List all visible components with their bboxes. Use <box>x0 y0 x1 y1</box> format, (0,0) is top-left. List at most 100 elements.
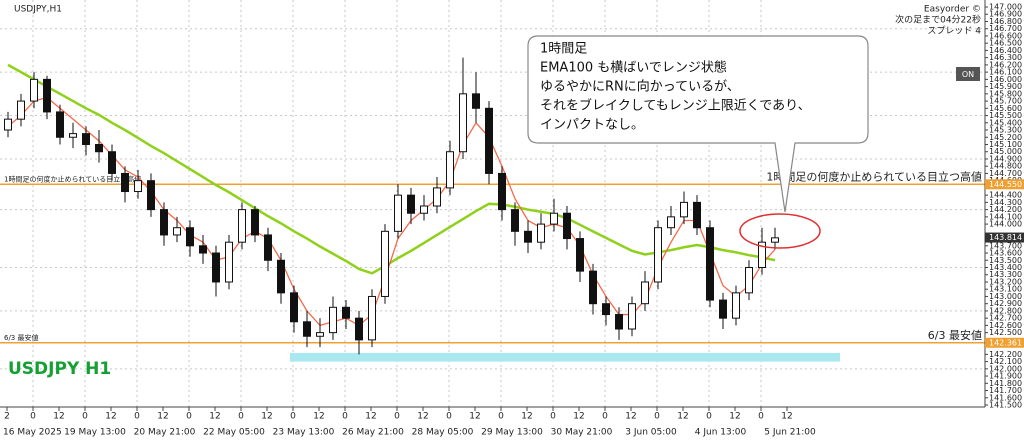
y-tick-label: 141.500 <box>989 401 1022 410</box>
levels: 1時間足の何度か止められている目立つ高値 1時間足の何度か止められている目立つ高値… <box>0 169 985 362</box>
x-hour-label: 12 <box>469 412 480 422</box>
current-price-box <box>985 232 1024 243</box>
support-zone <box>290 352 840 362</box>
x-hour-label: 12 <box>625 412 636 422</box>
y-tick-label: 145.300 <box>989 126 1022 135</box>
callout-line: インパクトなし。 <box>540 118 644 133</box>
candle-body <box>277 259 285 294</box>
y-tick-label: 145.800 <box>989 89 1022 98</box>
x-date-label: 23 May 13:00 <box>273 428 335 438</box>
candle-body <box>108 151 116 174</box>
candles <box>4 57 779 355</box>
current-price-label: 143.814 <box>989 233 1022 242</box>
y-tick-label: 145.600 <box>989 104 1022 113</box>
x-hour-label: 12 <box>53 412 64 422</box>
on-button[interactable] <box>956 67 980 81</box>
level-label-right: 1時間足の何度か止められている目立つ高値 <box>766 169 982 183</box>
y-tick-label: 141.700 <box>989 386 1022 395</box>
candle-body <box>303 321 311 337</box>
candle-body <box>394 194 402 232</box>
x-date-label: 5 Jun 21:00 <box>764 428 816 438</box>
candle-body <box>472 93 480 109</box>
y-tick-label: 144.200 <box>989 205 1022 214</box>
y-tick-label: 144.000 <box>989 220 1022 229</box>
candle-body <box>420 205 428 214</box>
y-tick-label: 141.600 <box>989 393 1022 402</box>
x-date-label: 28 May 05:00 <box>412 428 474 438</box>
y-tick-label: 146.800 <box>989 17 1022 26</box>
x-date-label: 4 Jun 13:00 <box>695 428 747 438</box>
y-tick-label: 142.700 <box>989 314 1022 323</box>
axes: 147.000146.900146.800146.700146.600146.5… <box>3 3 1024 438</box>
level-label-right: 6/3 最安値 <box>928 328 982 342</box>
y-tick-label: 141.800 <box>989 379 1022 388</box>
y-tick-label: 146.300 <box>989 53 1022 62</box>
y-tick-label: 145.900 <box>989 82 1022 91</box>
candle-body <box>576 238 584 272</box>
y-tick-label: 144.100 <box>989 212 1022 221</box>
callout-line: ゆるやかにRNに向かっているが、 <box>540 79 740 95</box>
candle-body <box>550 212 558 225</box>
candle-body <box>329 306 337 334</box>
candle-body <box>251 209 259 236</box>
candle-body <box>368 295 376 341</box>
y-tick-label: 142.900 <box>989 299 1022 308</box>
candle-body <box>511 209 519 232</box>
x-hour-label: 12 <box>105 412 116 422</box>
on-button-label[interactable]: ON <box>962 70 974 79</box>
y-tick-label: 146.400 <box>989 46 1022 55</box>
candle-body <box>173 227 181 236</box>
info-line: 次の足まで04分22秒 <box>895 14 981 26</box>
y-tick-label: 146.200 <box>989 60 1022 69</box>
callout-line: 1時間足 <box>540 42 587 57</box>
candle-body <box>719 299 727 319</box>
watermark: USDJPY H1 <box>8 359 111 379</box>
y-tick-label: 143.500 <box>989 256 1022 265</box>
candle-body <box>732 292 740 319</box>
candle-body <box>602 303 610 316</box>
candle-body <box>563 212 571 240</box>
x-date-label: 20 May 21:00 <box>134 428 196 438</box>
candle-body <box>654 227 662 283</box>
x-hour-label: 0 <box>602 412 608 422</box>
candle-body <box>706 227 714 301</box>
x-hour-label: 0 <box>238 412 244 422</box>
candle-body <box>82 133 90 145</box>
y-tick-label: 146.900 <box>989 10 1022 19</box>
x-hour-label: 0 <box>654 412 660 422</box>
candle-body <box>524 230 532 243</box>
x-hour-label: 12 <box>209 412 220 422</box>
callout-line: それをブレイクしてもレンジ上限近くであり、 <box>540 98 811 114</box>
candle-body <box>498 172 506 211</box>
y-tick-label: 146.000 <box>989 75 1022 84</box>
candle-body <box>693 201 701 229</box>
candle-body <box>355 317 363 341</box>
level-price-label: 142.361 <box>989 338 1022 347</box>
x-hour-label: 0 <box>30 412 36 422</box>
x-hour-label: 0 <box>134 412 140 422</box>
y-tick-label: 146.500 <box>989 39 1022 48</box>
x-hour-label: 12 <box>677 412 688 422</box>
chart-title: USDJPY,H1 <box>14 5 62 15</box>
y-tick-label: 143.700 <box>989 241 1022 250</box>
candle-body <box>407 194 415 214</box>
candle-body <box>680 201 688 218</box>
candle-body <box>745 267 753 294</box>
y-tick-label: 143.400 <box>989 263 1022 272</box>
x-date-label: 3 Jun 05:00 <box>625 428 677 438</box>
x-hour-label: 12 <box>157 412 168 422</box>
y-tick-label: 145.700 <box>989 97 1022 106</box>
x-date-label: 26 May 21:00 <box>342 428 404 438</box>
candle-body <box>641 281 649 305</box>
y-tick-label: 141.900 <box>989 372 1022 381</box>
level-label-left: 1時間足の何度か止められている目立つ高値 <box>4 174 141 183</box>
candle-body <box>225 241 233 283</box>
y-tick-label: 145.400 <box>989 118 1022 127</box>
x-hour-label: 12 <box>417 412 428 422</box>
y-tick-label: 143.100 <box>989 285 1022 294</box>
candle-body <box>17 100 25 120</box>
x-date-label: 30 May 21:00 <box>551 428 613 438</box>
x-hour-label: 0 <box>498 412 504 422</box>
candle-body <box>537 223 545 243</box>
